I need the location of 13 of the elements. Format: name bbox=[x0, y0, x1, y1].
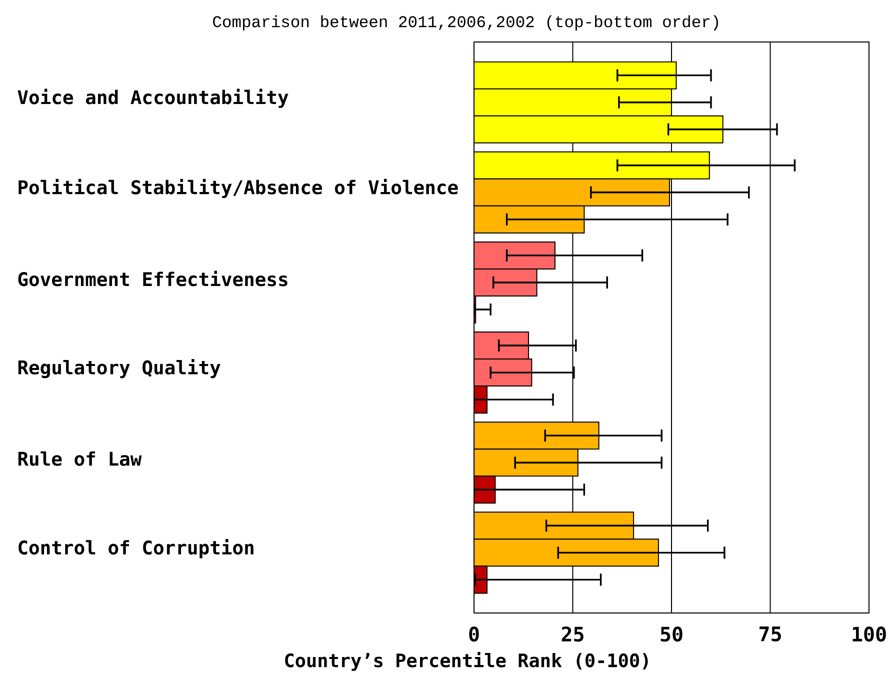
x-tick-label: 75 bbox=[760, 626, 781, 642]
chart-title: Comparison between 2011,2006,2002 (top-bottom order) bbox=[213, 15, 718, 30]
y-tick-label: Voice and Accountability bbox=[18, 88, 288, 108]
x-tick-label: 100 bbox=[852, 626, 886, 642]
y-tick-label: Rule of Law bbox=[18, 451, 142, 466]
y-tick-label: Control of Corruption bbox=[18, 539, 254, 558]
y-tick-label: Government Effectiveness bbox=[18, 270, 288, 286]
y-tick-label: Political Stability/Absence of Violence bbox=[18, 178, 458, 198]
y-tick-label: Regulatory Quality bbox=[18, 358, 220, 378]
x-tick-label: 0 bbox=[469, 626, 479, 642]
x-axis-title: Country’s Percentile Rank (0-100) bbox=[285, 652, 648, 671]
x-tick-label: 25 bbox=[562, 626, 584, 642]
x-tick-label: 50 bbox=[660, 626, 682, 642]
